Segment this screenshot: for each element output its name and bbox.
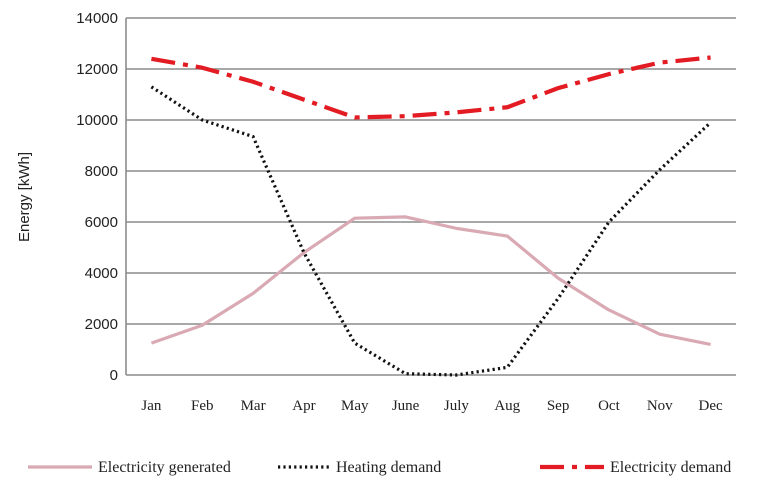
data-point-electricity-demand-oct [607, 72, 611, 76]
y-axis-title: Energy [kWh] [16, 152, 33, 242]
data-point-electricity-demand-aug [505, 105, 509, 109]
data-point-electricity-generated-nov [658, 332, 662, 336]
data-point-heating-demand-nov [658, 168, 662, 172]
data-point-electricity-demand-sep [556, 86, 560, 90]
data-point-heating-demand-sep [556, 297, 560, 301]
x-tick-label-june: June [392, 398, 420, 414]
legend: Electricity generated Heating demand Elect… [28, 459, 731, 476]
data-point-heating-demand-mar [251, 135, 255, 139]
legend-label-electricity-generated: Electricity generated [98, 459, 231, 476]
data-point-heating-demand-oct [607, 220, 611, 224]
x-tick-label-oct: Oct [598, 398, 620, 414]
data-point-electricity-generated-feb [200, 323, 204, 327]
x-tick-label-sep: Sep [547, 398, 570, 414]
series-line-electricity-generated [150, 215, 711, 346]
data-point-heating-demand-june [404, 372, 408, 376]
x-tick-label-july: July [444, 398, 470, 414]
data-point-electricity-demand-july [454, 110, 458, 114]
data-point-electricity-demand-may [353, 115, 357, 119]
x-tick-label-jan: Jan [141, 398, 161, 414]
gridlines [126, 17, 736, 325]
data-point-heating-demand-aug [505, 365, 509, 369]
data-point-heating-demand-jan [149, 85, 153, 89]
legend-label-electricity-demand: Electricity demand [610, 459, 731, 476]
data-point-electricity-generated-dec [709, 342, 713, 346]
data-point-heating-demand-may [353, 341, 357, 345]
data-point-electricity-generated-june [404, 215, 408, 219]
series-lines [149, 55, 713, 377]
x-tick-label-mar: Mar [241, 398, 266, 414]
data-point-electricity-generated-july [454, 226, 458, 230]
y-tick-label-8000: 8000 [85, 163, 118, 180]
data-point-electricity-demand-mar [251, 80, 255, 84]
y-tick-label-14000: 14000 [76, 10, 118, 27]
y-tick-label-10000: 10000 [76, 112, 118, 129]
series-line-electricity-demand [151, 55, 711, 120]
x-tick-label-apr: Apr [292, 398, 315, 414]
data-point-electricity-demand-nov [658, 61, 662, 65]
x-tick-label-feb: Feb [191, 398, 214, 414]
y-tick-label-12000: 12000 [76, 61, 118, 78]
data-point-heating-demand-july [454, 373, 458, 377]
data-point-electricity-generated-oct [607, 308, 611, 312]
legend-label-heating-demand: Heating demand [336, 459, 441, 476]
data-point-electricity-generated-aug [505, 234, 509, 238]
x-tick-label-nov: Nov [647, 398, 673, 414]
data-point-heating-demand-dec [709, 121, 713, 125]
data-point-electricity-generated-jan [149, 341, 153, 345]
tick-labels: 0 2000 4000 6000 8000 10000 12000 14000 Jan Feb Ma… [76, 10, 723, 414]
data-point-electricity-demand-jan [149, 57, 153, 61]
x-tick-label-dec: Dec [699, 398, 723, 414]
y-tick-label-4000: 4000 [85, 265, 118, 282]
data-point-electricity-demand-apr [302, 98, 306, 102]
data-point-heating-demand-apr [302, 251, 306, 255]
axes [125, 18, 736, 376]
x-tick-label-may: May [341, 398, 369, 414]
data-point-electricity-demand-feb [200, 66, 204, 70]
data-point-electricity-demand-june [404, 114, 408, 118]
y-tick-label-0: 0 [110, 367, 118, 384]
data-point-electricity-generated-sep [556, 276, 560, 280]
data-point-heating-demand-feb [200, 118, 204, 122]
y-tick-label-6000: 6000 [85, 214, 118, 231]
x-tick-label-aug: Aug [494, 398, 520, 414]
data-point-electricity-generated-mar [251, 291, 255, 295]
data-point-electricity-demand-dec [709, 56, 713, 60]
y-tick-label-2000: 2000 [85, 316, 118, 333]
data-point-electricity-generated-may [353, 216, 357, 220]
series-line-heating-demand [150, 85, 712, 377]
